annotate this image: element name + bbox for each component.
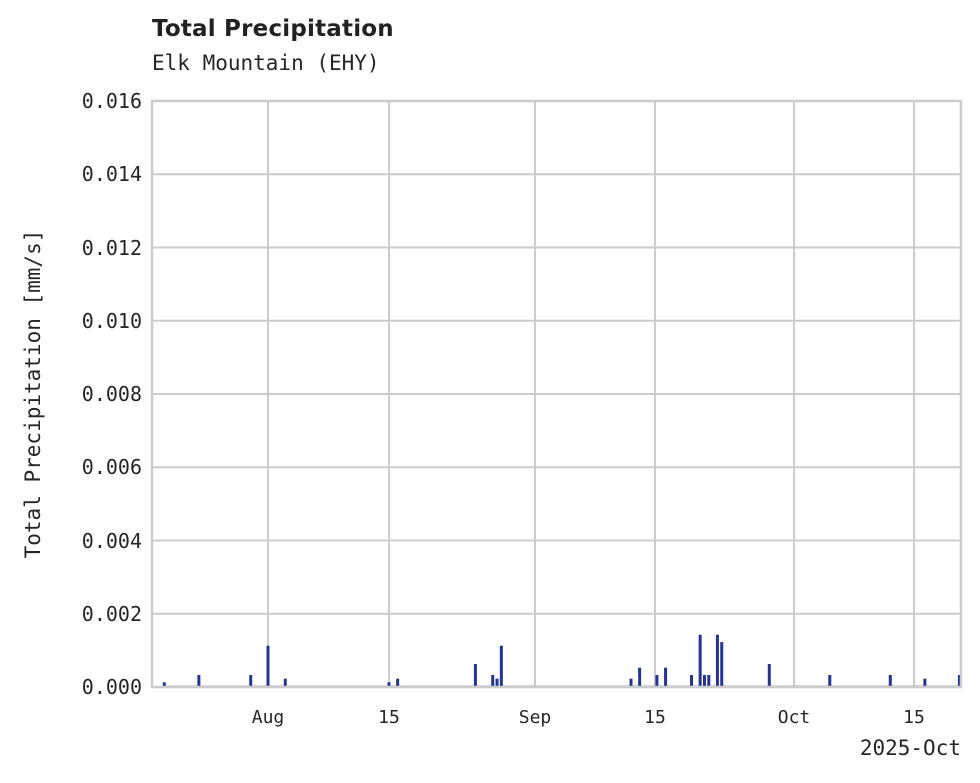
precipitation-bar <box>249 675 253 686</box>
precipitation-bar <box>888 675 892 686</box>
precipitation-bar <box>923 678 927 686</box>
y-tick-label: 0.016 <box>81 89 142 113</box>
y-tick-label: 0.012 <box>81 235 142 260</box>
precipitation-bar <box>655 675 659 686</box>
precipitation-bar <box>396 678 400 686</box>
x-tick-label: 15 <box>903 707 925 728</box>
precipitation-bar <box>283 678 287 686</box>
precipitation-bar <box>707 675 711 686</box>
precipitation-bar <box>495 678 499 686</box>
precipitation-bar <box>162 682 166 686</box>
chart-subtitle: Elk Mountain (EHY) <box>152 51 380 75</box>
precipitation-bar <box>629 678 633 686</box>
plot-frame <box>150 99 963 689</box>
precipitation-bar <box>499 645 503 686</box>
precipitation-bar <box>473 664 477 686</box>
x-tick-label: 15 <box>644 707 666 728</box>
precipitation-bar <box>702 675 706 686</box>
precipitation-bar <box>957 675 961 686</box>
y-tick-label: 0.006 <box>81 455 142 480</box>
y-tick-label: 0.008 <box>81 382 142 406</box>
x-tick-label: Oct <box>777 707 811 728</box>
y-tick-label: 0.000 <box>81 675 142 699</box>
chart-title: Total Precipitation <box>152 16 394 42</box>
precipitation-bar <box>266 645 270 686</box>
y-tick-label: 0.002 <box>81 601 142 626</box>
precipitation-bar <box>664 667 668 686</box>
x-tick-label: 15 <box>378 707 400 728</box>
precipitation-bar <box>767 664 771 686</box>
y-tick-label: 0.010 <box>81 308 142 333</box>
precipitation-bar <box>698 634 702 686</box>
y-tick-label: 0.004 <box>81 528 142 553</box>
x-axis-offset-label: 2025-Oct <box>859 736 961 760</box>
precipitation-bar <box>387 682 391 686</box>
precipitation-bar <box>638 667 642 686</box>
precipitation-bar <box>690 675 693 686</box>
precipitation-series <box>162 634 961 687</box>
y-tick-label: 0.014 <box>81 162 142 187</box>
grid-lines <box>152 100 961 688</box>
precipitation-bar <box>715 634 719 686</box>
precipitation-bar <box>197 675 201 686</box>
x-tick-label: Sep <box>518 707 552 728</box>
x-tick-label: Aug <box>251 707 285 728</box>
precipitation-bar <box>828 675 832 686</box>
precipitation-bar <box>720 642 724 686</box>
precipitation-bar <box>491 675 495 686</box>
